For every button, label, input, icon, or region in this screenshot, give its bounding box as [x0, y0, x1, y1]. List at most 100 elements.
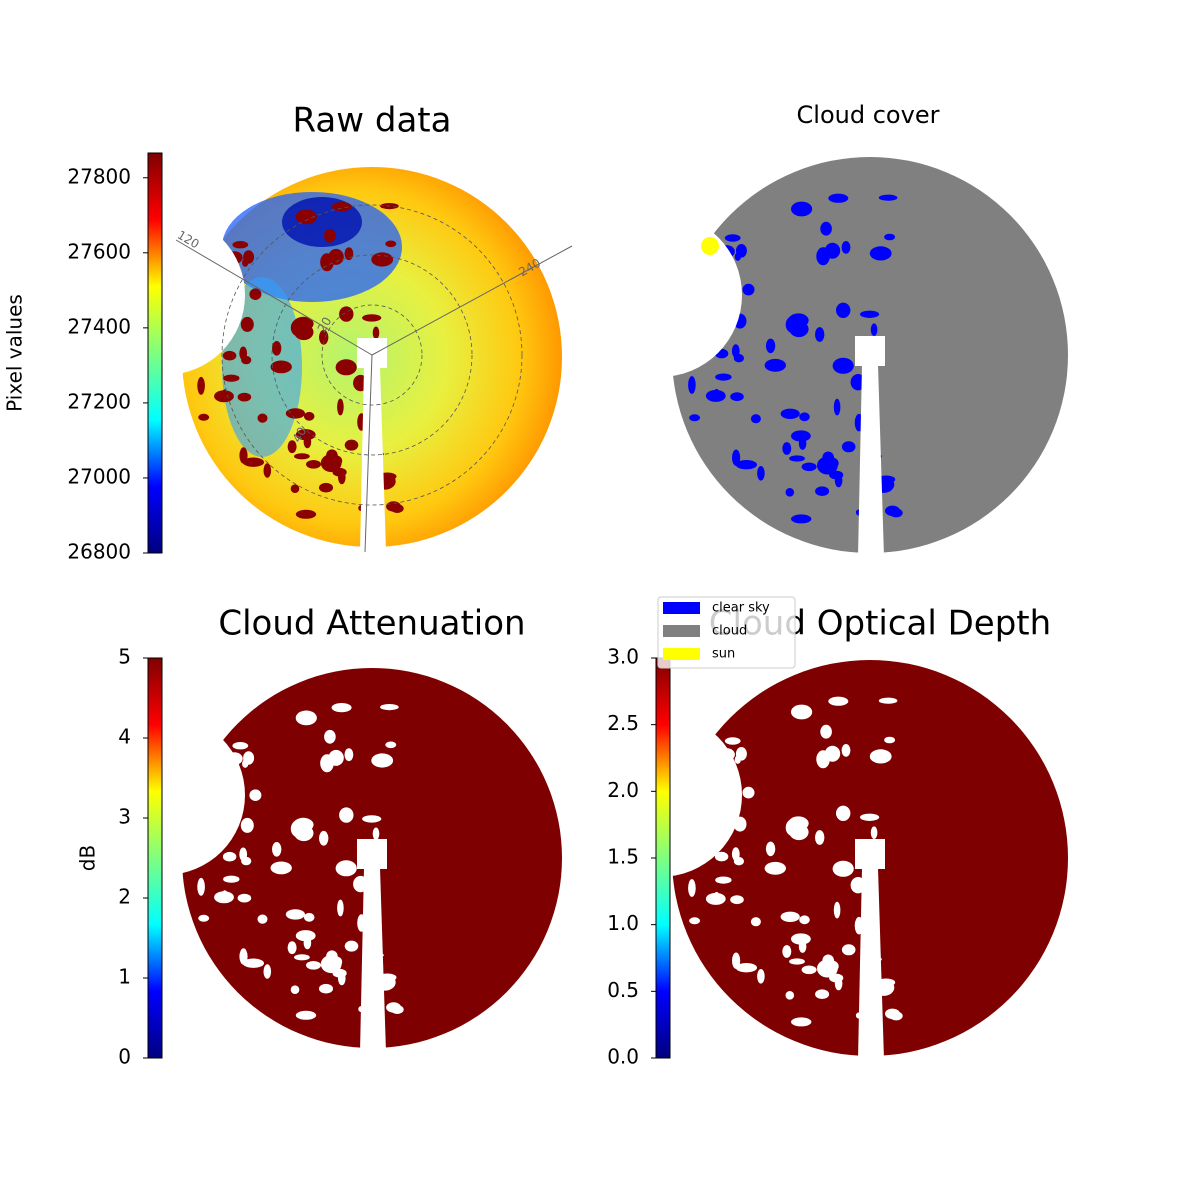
- sky-blob: [214, 390, 234, 403]
- sky-blob: [765, 841, 776, 857]
- sky-blob: [243, 250, 255, 264]
- sky-blob: [270, 360, 292, 374]
- sky-blob: [732, 952, 741, 969]
- sky-blob: [324, 729, 336, 744]
- sky-blob: [798, 437, 807, 450]
- polar-ring: [321, 304, 423, 406]
- colorbar-tick-label: 2.5: [607, 711, 639, 735]
- sky-blob: [791, 933, 811, 945]
- sky-blob: [828, 696, 849, 706]
- sky-blob: [791, 514, 812, 524]
- sky-blob: [789, 958, 805, 965]
- sky-blob: [293, 817, 314, 832]
- sky-blob: [222, 350, 237, 361]
- sky-blob: [878, 194, 898, 201]
- sky-blob: [715, 373, 732, 381]
- sky-blob: [272, 341, 282, 356]
- sky-blob: [732, 449, 741, 466]
- mast-top: [855, 336, 885, 366]
- sky-blob: [869, 749, 892, 764]
- sky-blob: [801, 462, 817, 472]
- sky-blob: [344, 439, 359, 451]
- sky-blob: [791, 704, 813, 720]
- colorbar-tick-label: 26800: [67, 540, 131, 564]
- colorbar-tick-label: 4: [118, 725, 131, 749]
- sky-blob: [688, 879, 696, 897]
- sky-blob: [222, 851, 237, 862]
- sky-blob: [828, 193, 849, 203]
- colorbar-tick-label: 27000: [67, 464, 131, 488]
- sky-blob: [705, 389, 726, 402]
- sky-blob: [730, 895, 744, 905]
- sky-blob: [326, 449, 338, 462]
- sky-blob: [239, 447, 248, 464]
- sky-blob: [841, 744, 851, 757]
- sky-blob: [303, 435, 312, 449]
- sky-blob: [885, 505, 900, 516]
- sky-blob: [249, 288, 262, 301]
- colorbar-tick-label: 0.0: [607, 1045, 639, 1069]
- sky-blob: [332, 968, 347, 978]
- sky-blob: [362, 314, 382, 322]
- sky-blob: [257, 413, 268, 423]
- sky-blob: [815, 327, 825, 342]
- sky-blob: [689, 414, 701, 422]
- sky-blob: [263, 463, 272, 478]
- sky-blob: [799, 915, 810, 925]
- sky-blob: [371, 753, 394, 768]
- sky-blob: [237, 893, 252, 903]
- sky-blob: [689, 917, 701, 925]
- polar-spoke: [371, 245, 573, 356]
- sky-blob: [240, 316, 254, 332]
- sky-blob: [303, 936, 312, 950]
- sky-blob: [337, 398, 344, 416]
- sky-blob: [335, 860, 357, 877]
- sky-blob: [320, 754, 334, 773]
- polar-ring: [271, 254, 473, 456]
- sky-blob: [249, 789, 262, 801]
- legend-swatch: [663, 648, 700, 660]
- sky-blob: [836, 805, 851, 821]
- sky-blob: [214, 891, 234, 904]
- sky-blob: [815, 989, 830, 999]
- sky-blob: [785, 488, 795, 497]
- sky-blob: [242, 457, 264, 467]
- sky-blob: [836, 302, 851, 318]
- colorbar-tick-label: 0: [118, 1045, 131, 1069]
- colorbar-tick-label: 1.5: [607, 845, 639, 869]
- sky-blob: [303, 411, 315, 421]
- sky-blob: [884, 736, 896, 744]
- sky-blob: [331, 202, 352, 212]
- sky-blob: [290, 484, 300, 494]
- sky-blob: [295, 1010, 317, 1020]
- sky-blob: [223, 875, 240, 883]
- sky-blob: [380, 704, 399, 711]
- sky-blob: [688, 376, 696, 394]
- sky-blob: [841, 944, 856, 956]
- sky-blob: [782, 945, 792, 958]
- sky-blob: [841, 441, 856, 453]
- sky-blob: [816, 750, 830, 769]
- sky-blob: [257, 914, 268, 924]
- sky-blob: [798, 940, 807, 953]
- sky-blob: [237, 392, 252, 402]
- sky-blob: [287, 941, 297, 955]
- sky-blob: [860, 813, 880, 821]
- sky-blob: [239, 948, 248, 965]
- sky-blob: [319, 329, 329, 345]
- sky-blob: [386, 1002, 402, 1013]
- sky-blob: [815, 830, 825, 845]
- sky-blob: [780, 911, 800, 922]
- sky-blob: [372, 827, 380, 841]
- polar-label: 40: [290, 425, 310, 445]
- sky-blob: [294, 453, 310, 460]
- sky-blob: [724, 234, 741, 242]
- sky-blob: [337, 899, 344, 917]
- polar-spoke: [175, 239, 373, 356]
- sky-blob: [324, 228, 336, 243]
- sky-blob: [242, 958, 264, 968]
- sky-blob: [878, 697, 898, 704]
- colorbar: [147, 152, 163, 554]
- legend-label: clear sky: [712, 601, 770, 616]
- sky-blob: [870, 323, 878, 337]
